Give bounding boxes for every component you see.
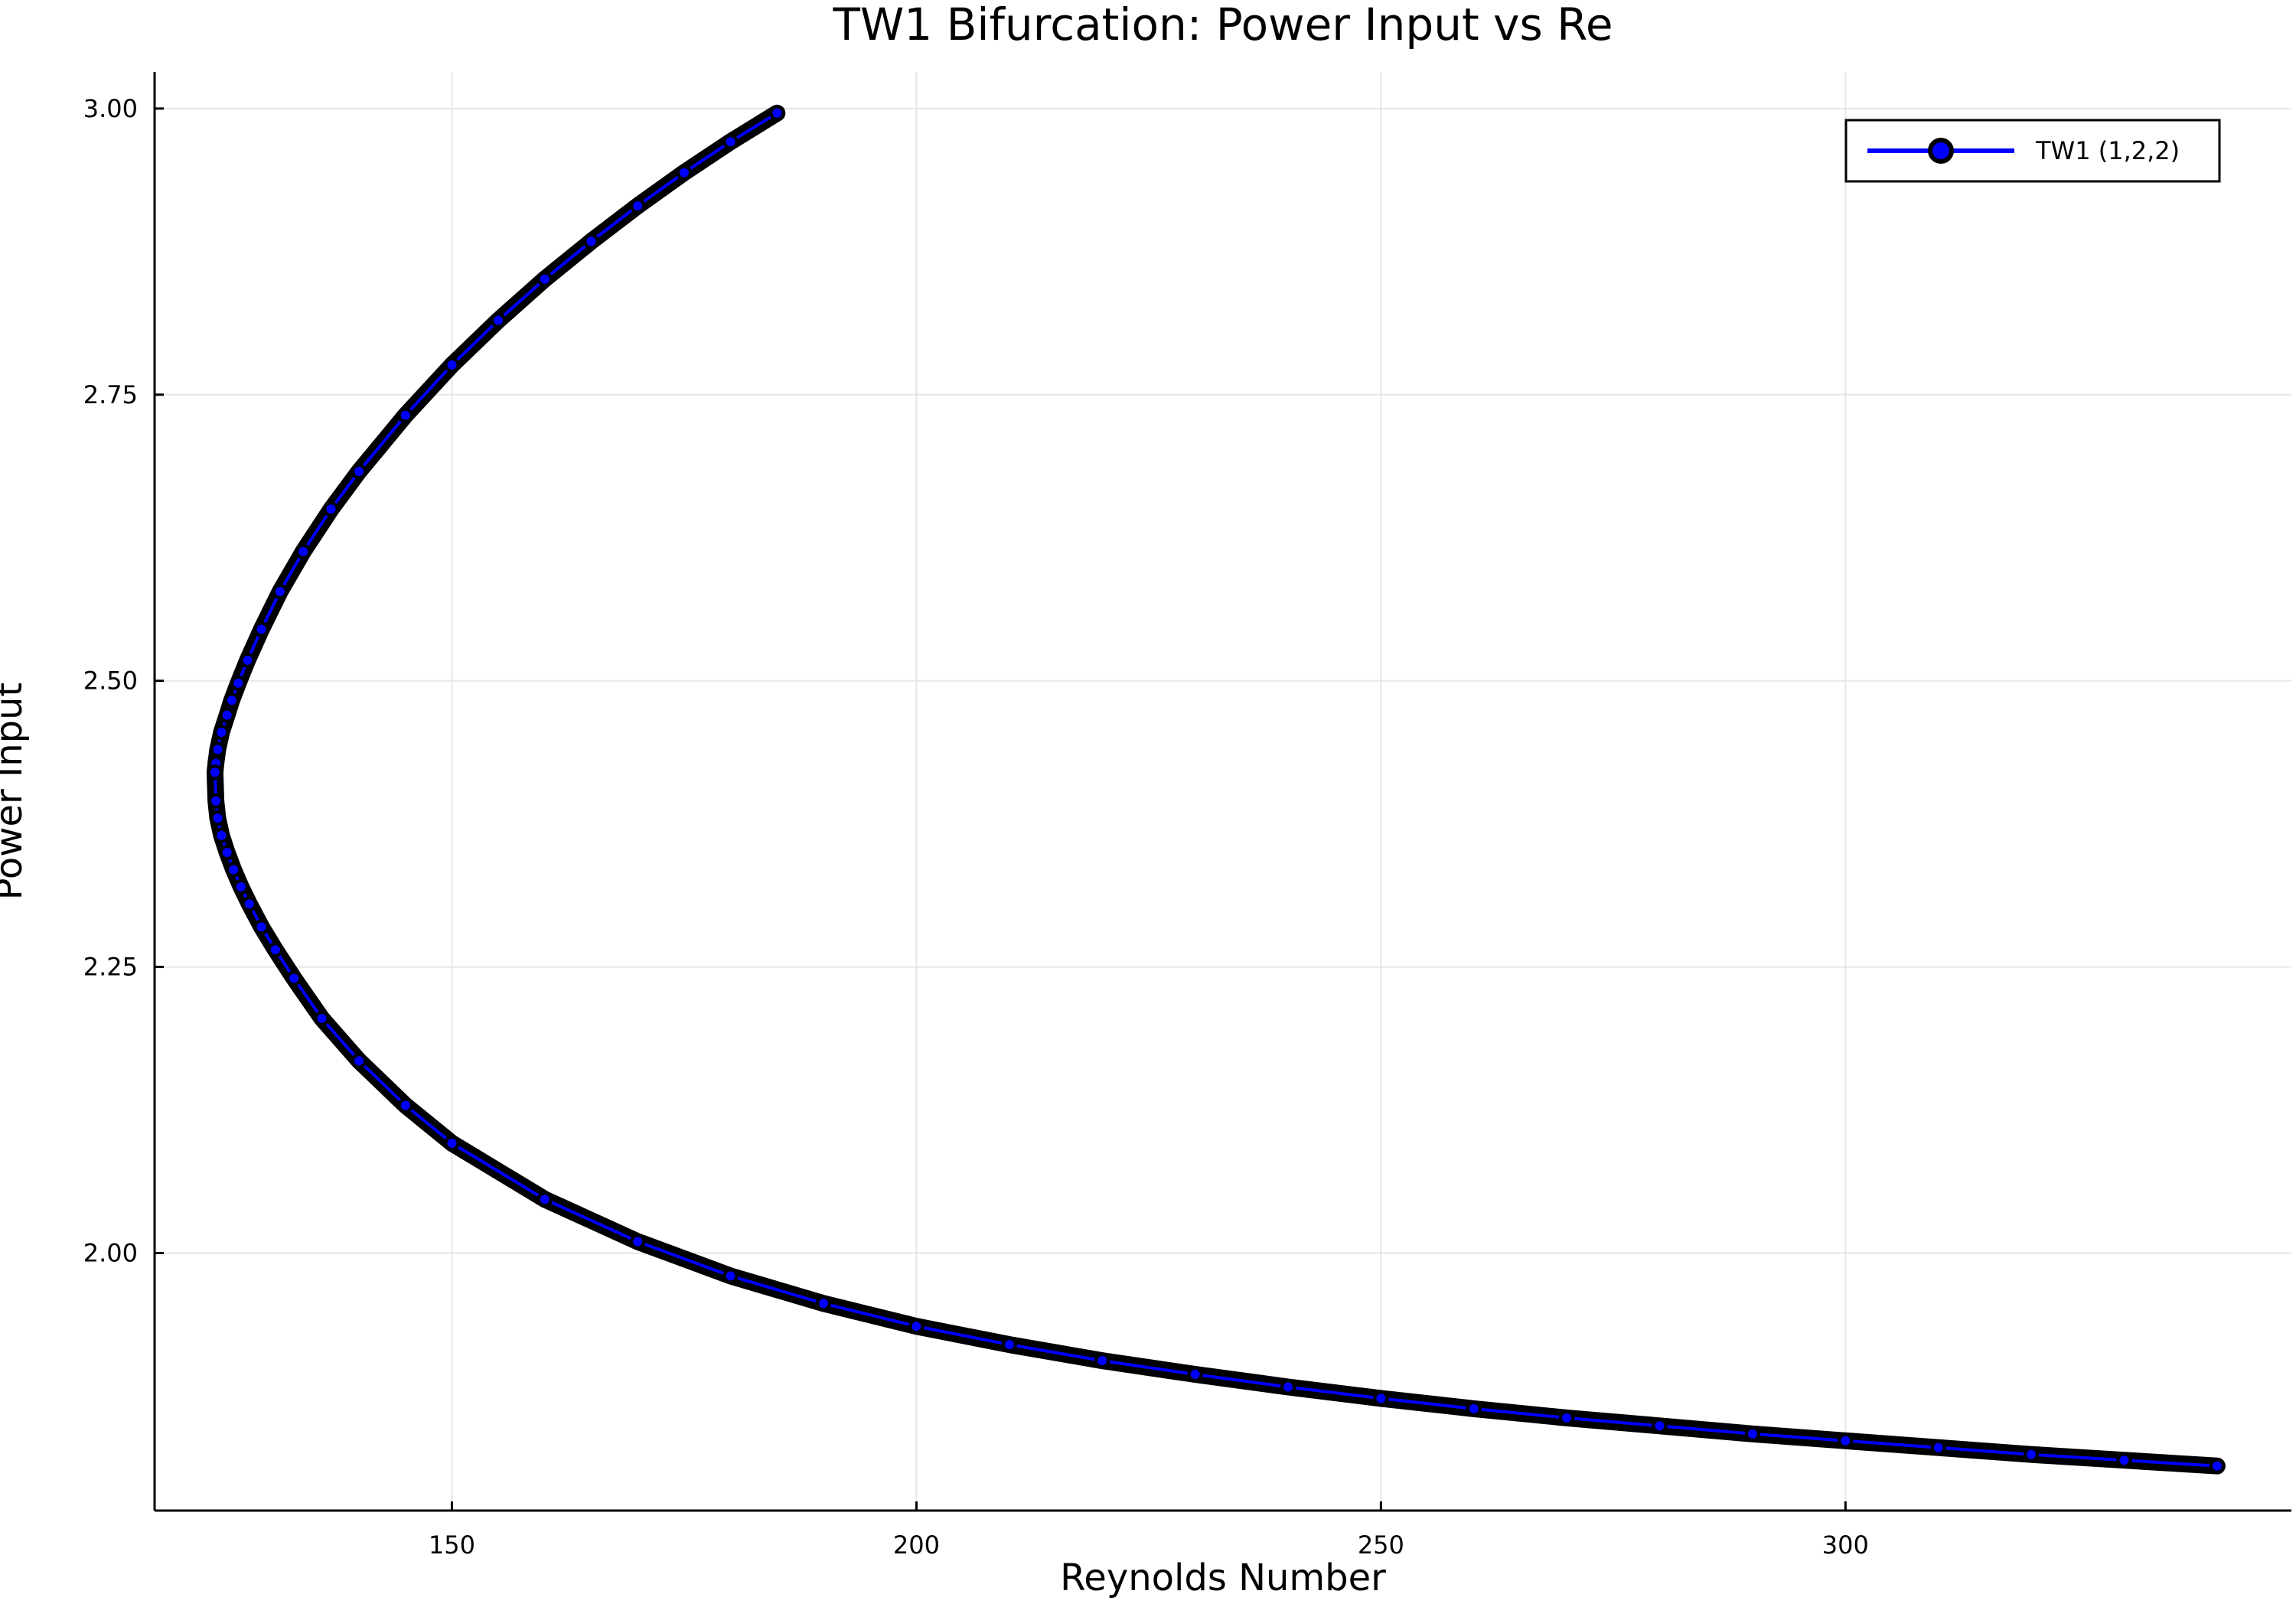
x-tick-label: 250	[1358, 1530, 1404, 1560]
data-point	[214, 725, 230, 740]
data-point	[1280, 1379, 1296, 1395]
data-point	[722, 134, 739, 150]
data-point	[351, 464, 367, 479]
data-point	[223, 693, 240, 709]
y-tick-label: 3.00	[83, 94, 138, 123]
data-point	[1930, 1439, 1946, 1455]
x-tick-label: 300	[1822, 1530, 1869, 1560]
data-point	[210, 742, 226, 758]
data-point	[1744, 1426, 1760, 1442]
ticks: 150 200 250 300 2.00 2.25 2.50 2.75 3.00	[83, 94, 1869, 1560]
data-point	[1373, 1390, 1389, 1407]
data-point	[219, 707, 235, 723]
data-point	[295, 543, 311, 559]
chart-title: TW1 Bifurcation: Power Input vs Re	[832, 0, 1613, 51]
data-point	[769, 105, 785, 121]
data-point	[1652, 1418, 1668, 1434]
data-point	[323, 501, 339, 517]
data-point	[1838, 1433, 1854, 1449]
data-point	[314, 1010, 330, 1026]
data-point	[536, 1191, 553, 1208]
data-point	[2024, 1446, 2040, 1462]
data-point	[241, 896, 257, 912]
data-point	[630, 198, 646, 214]
y-tick-label: 2.25	[83, 953, 138, 982]
data-point	[1187, 1367, 1203, 1382]
data-point	[230, 675, 246, 691]
data-point	[444, 1135, 460, 1151]
data-point	[226, 862, 242, 878]
data-point	[207, 764, 223, 781]
data-point	[1559, 1410, 1575, 1426]
data-point	[233, 878, 249, 895]
data-point	[253, 621, 269, 637]
y-axis-label: Power Input	[0, 683, 31, 901]
data-point	[351, 1053, 367, 1069]
x-tick-label: 200	[893, 1530, 940, 1560]
y-tick-label: 2.00	[83, 1238, 138, 1267]
data-point	[583, 233, 599, 249]
data-point	[272, 584, 288, 599]
data-point	[240, 652, 256, 668]
data-point	[491, 312, 507, 328]
legend: TW1 (1,2,2)	[1844, 119, 2221, 183]
data-point	[397, 1097, 413, 1113]
data-point	[2209, 1458, 2225, 1474]
data-point	[536, 271, 553, 287]
data-point	[676, 165, 692, 181]
legend-entry-tw1: TW1 (1,2,2)	[2035, 136, 2180, 165]
series-tw1	[206, 104, 2226, 1475]
data-point	[286, 970, 302, 986]
data-point	[630, 1234, 646, 1250]
data-point	[219, 845, 235, 860]
data-point	[1094, 1353, 1110, 1369]
data-point	[208, 793, 224, 809]
grid	[155, 72, 2291, 1511]
data-point	[267, 942, 283, 958]
data-point	[397, 407, 413, 423]
data-point	[253, 919, 269, 935]
data-point	[214, 827, 230, 843]
data-point	[1001, 1337, 1017, 1353]
x-axis-label: Reynolds Number	[1060, 1556, 1386, 1599]
y-tick-label: 2.75	[83, 380, 138, 409]
data-point	[816, 1296, 831, 1312]
y-tick-label: 2.50	[83, 667, 138, 696]
data-point	[722, 1268, 739, 1284]
data-point	[2116, 1452, 2132, 1468]
data-point	[908, 1319, 925, 1335]
axes	[153, 72, 2291, 1512]
data-point	[1466, 1400, 1482, 1416]
legend-marker-swatch	[1928, 138, 1954, 164]
data-point	[210, 810, 226, 826]
data-point	[444, 357, 460, 373]
x-tick-label: 150	[429, 1530, 475, 1560]
